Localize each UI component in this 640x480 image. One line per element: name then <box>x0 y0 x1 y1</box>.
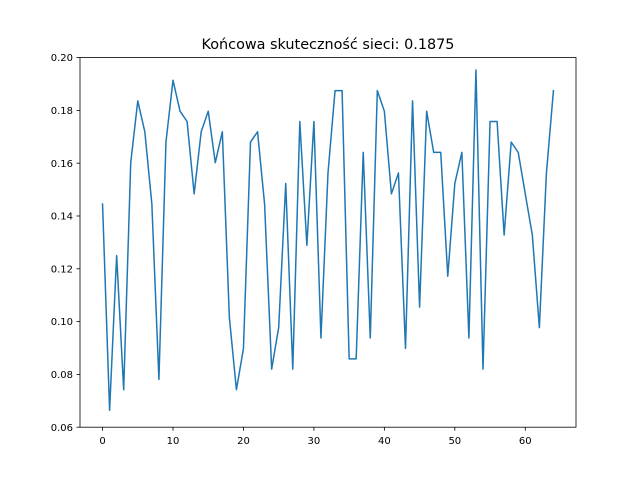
x-tick-label: 20 <box>237 436 250 447</box>
x-axis: 0 10 20 30 40 50 60 <box>99 427 532 447</box>
x-tick-label: 60 <box>519 436 532 447</box>
x-tick-label: 40 <box>378 436 391 447</box>
y-tick-label: 0.18 <box>51 106 73 117</box>
plot-area <box>101 69 555 412</box>
x-tick-label: 10 <box>167 436 180 447</box>
chart-title: Końcowa skuteczność sieci: 0.1875 <box>202 37 455 53</box>
y-tick-label: 0.14 <box>51 212 73 223</box>
y-tick-label: 0.06 <box>51 423 73 434</box>
series-line-0 <box>101 69 555 412</box>
axes-frame <box>79 57 577 428</box>
x-tick-label: 50 <box>448 436 461 447</box>
y-tick-label: 0.16 <box>51 159 73 170</box>
x-tick-label: 30 <box>308 436 321 447</box>
x-tick-label: 0 <box>99 436 105 447</box>
y-tick-label: 0.10 <box>51 317 73 328</box>
y-tick-label: 0.20 <box>51 53 73 64</box>
y-tick-label: 0.08 <box>51 370 73 381</box>
y-tick-label: 0.12 <box>51 264 73 275</box>
y-axis: 0.06 0.08 0.10 0.12 0.14 0.16 0.18 0.20 <box>51 53 80 434</box>
